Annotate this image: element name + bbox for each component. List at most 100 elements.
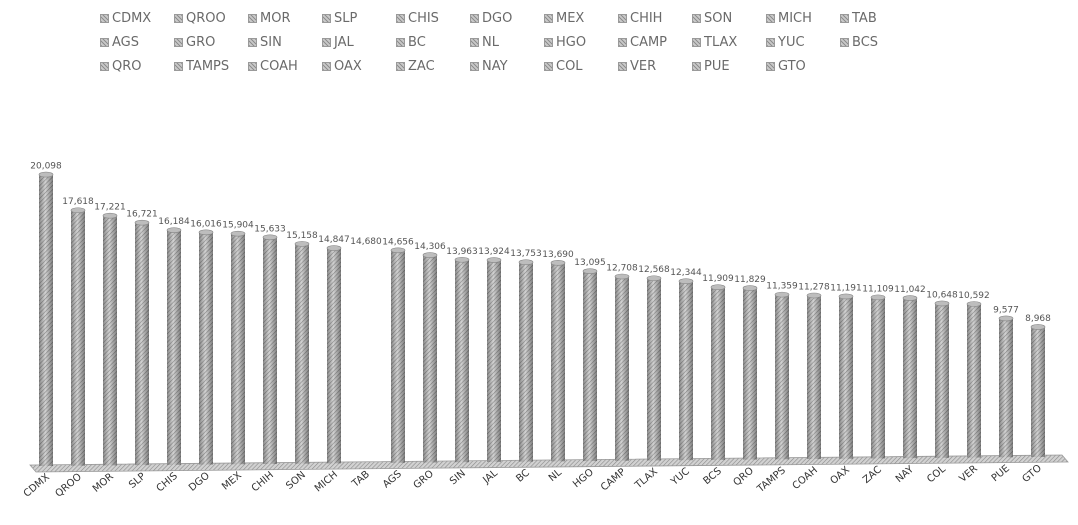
- bar-cap: [262, 234, 278, 241]
- bar-shading: [135, 222, 149, 466]
- legend-item: NAY: [470, 59, 544, 74]
- legend-label: JAL: [334, 34, 354, 50]
- data-label: 16,184: [158, 217, 190, 227]
- bar-shading: [999, 318, 1013, 458]
- data-label: 17,221: [94, 203, 126, 213]
- legend-label: MOR: [260, 10, 291, 26]
- legend-item: TAMPS: [174, 59, 248, 74]
- bar-cap: [934, 300, 950, 307]
- category-label: CHIS: [155, 471, 180, 495]
- bar-cap: [38, 171, 54, 178]
- bar-shading: [711, 287, 725, 460]
- data-label: 10,592: [958, 291, 990, 301]
- legend-item: CHIH: [618, 11, 692, 26]
- data-label: 11,359: [766, 282, 798, 292]
- legend-swatch: [248, 13, 257, 23]
- legend-item: TAB: [840, 11, 914, 26]
- bar-shading: [231, 233, 245, 465]
- legend-swatch: [618, 37, 627, 47]
- bar-shading: [295, 243, 309, 464]
- data-label: 14,847: [318, 235, 350, 245]
- legend-label: TAMPS: [186, 58, 230, 74]
- category-label: YUC: [668, 466, 691, 488]
- legend-label: HGO: [556, 34, 587, 50]
- legend-swatch: [470, 13, 479, 23]
- category-label: TLAX: [632, 466, 660, 492]
- legend-swatch: [692, 13, 701, 23]
- bar-cap: [198, 229, 214, 236]
- category-label: MICH: [313, 469, 340, 494]
- bar-shading: [487, 260, 501, 462]
- legend-swatch: [766, 37, 775, 47]
- bar-cap: [1030, 324, 1046, 330]
- category-label: COL: [925, 463, 948, 485]
- bar-cap: [774, 291, 790, 298]
- category-label: HGO: [571, 467, 596, 490]
- bar-shading: [391, 250, 405, 463]
- legend-swatch: [618, 61, 627, 71]
- bar-cap: [550, 260, 566, 266]
- legend-label: BC: [408, 34, 426, 50]
- bar-cap: [134, 219, 150, 226]
- bar-cap: [422, 252, 438, 258]
- data-label: 11,042: [894, 285, 926, 295]
- data-label: 12,708: [606, 264, 638, 274]
- data-label: 12,568: [638, 265, 670, 275]
- category-label: CDMX: [22, 472, 52, 500]
- bar-shading: [583, 271, 597, 462]
- category-label: NL: [547, 467, 564, 484]
- legend-item: VER: [618, 59, 692, 74]
- legend-label: SIN: [260, 34, 282, 50]
- bar-cap: [518, 259, 534, 266]
- legend-item: CHIS: [396, 11, 470, 26]
- bar-shading: [839, 296, 853, 459]
- legend-swatch: [618, 13, 627, 23]
- category-label: TAMPS: [755, 465, 788, 495]
- legend-swatch: [840, 37, 849, 47]
- data-label: 15,633: [254, 224, 286, 234]
- category-label: OAX: [828, 465, 852, 487]
- data-label: 14,680: [350, 237, 382, 247]
- legend-row: AGS GRO SIN JAL BC NL HGO CAMP TLAX YUC BCS: [100, 30, 1060, 54]
- data-label: 13,095: [574, 258, 606, 268]
- category-label: SLP: [127, 471, 148, 491]
- bar-shading: [263, 237, 277, 464]
- legend-label: ZAC: [408, 58, 435, 74]
- data-label: 8,968: [1025, 314, 1051, 324]
- legend-label: CAMP: [630, 34, 668, 50]
- data-label: 16,016: [190, 219, 222, 229]
- category-label: VER: [957, 463, 980, 484]
- data-label: 16,721: [126, 210, 158, 220]
- legend-label: VER: [630, 58, 657, 74]
- bar-cap: [326, 245, 342, 251]
- legend-row: QRO TAMPS COAH OAX ZAC NAY COL VER PUE GTO: [100, 54, 1060, 78]
- bar-cap: [710, 284, 726, 291]
- bar-shading: [615, 276, 629, 461]
- legend-label: QRO: [112, 58, 142, 74]
- bar-shading: [327, 248, 341, 464]
- category-label: PUE: [990, 463, 1012, 484]
- legend-swatch: [544, 61, 553, 71]
- bar-cap: [998, 315, 1014, 322]
- category-label: GRO: [412, 468, 436, 491]
- legend-label: MEX: [556, 10, 585, 26]
- data-label: 10,648: [926, 290, 958, 300]
- legend-label: CHIH: [630, 10, 663, 26]
- bar-cap: [614, 273, 630, 280]
- bar-shading: [807, 295, 821, 460]
- legend-label: PUE: [704, 58, 730, 74]
- bar-shading: [679, 281, 693, 461]
- bar-cap: [838, 293, 854, 300]
- legend-swatch: [100, 37, 109, 47]
- category-label: COAH: [791, 465, 820, 492]
- bar-shading: [647, 278, 661, 461]
- category-label: DGO: [187, 470, 212, 493]
- legend-label: YUC: [778, 34, 805, 50]
- legend-swatch: [100, 13, 109, 23]
- legend-swatch: [396, 61, 405, 71]
- bar-cap: [486, 257, 502, 263]
- bar-cap: [966, 301, 982, 307]
- bar-cap: [582, 268, 598, 274]
- legend-swatch: [544, 37, 553, 47]
